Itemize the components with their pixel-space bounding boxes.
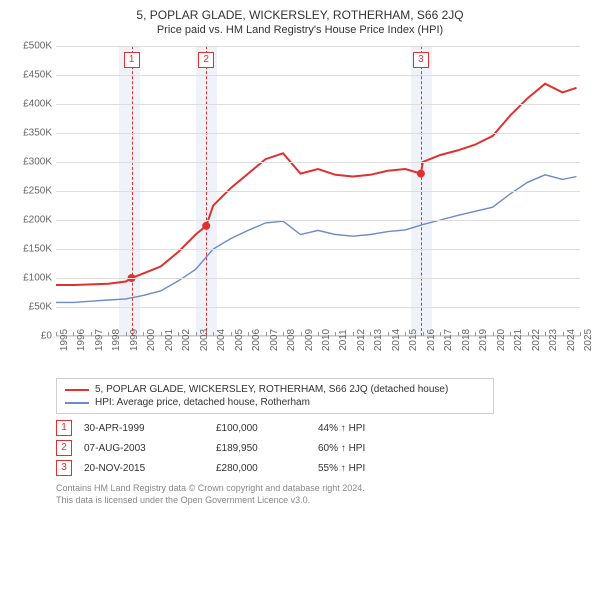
x-axis-label: 2009 [304, 329, 315, 351]
event-date: 20-NOV-2015 [84, 463, 204, 474]
footer-attribution: Contains HM Land Registry data © Crown c… [56, 482, 590, 506]
x-axis-label: 2011 [338, 329, 349, 351]
x-axis-label: 2016 [426, 329, 437, 351]
footer-line-1: Contains HM Land Registry data © Crown c… [56, 482, 590, 494]
y-axis-label: £500K [10, 41, 52, 52]
x-axis-label: 2017 [443, 329, 454, 351]
legend-label: 5, POPLAR GLADE, WICKERSLEY, ROTHERHAM, … [95, 384, 448, 395]
y-axis-label: £200K [10, 215, 52, 226]
y-axis-label: £400K [10, 99, 52, 110]
x-axis-label: 2005 [234, 329, 245, 351]
legend-label: HPI: Average price, detached house, Roth… [95, 397, 310, 408]
event-pct: 60% ↑ HPI [318, 443, 428, 454]
chart-area: £0 £50K £100K £150K £200K £250K £300K £350K £400… [10, 42, 590, 372]
legend-swatch [65, 402, 89, 404]
event-pct: 44% ↑ HPI [318, 423, 428, 434]
x-axis-label: 2003 [199, 329, 210, 351]
event-price: £100,000 [216, 423, 306, 434]
event-row-badge: 2 [56, 440, 72, 456]
y-axis-label: £50K [10, 302, 52, 313]
event-badge: 3 [413, 52, 429, 68]
x-axis-label: 2007 [269, 329, 280, 351]
x-axis-label: 2001 [164, 329, 175, 351]
y-axis-label: £0 [10, 331, 52, 342]
legend: 5, POPLAR GLADE, WICKERSLEY, ROTHERHAM, … [56, 378, 494, 414]
x-axis-label: 2008 [286, 329, 297, 351]
chart-subtitle: Price paid vs. HM Land Registry's House … [10, 24, 590, 36]
y-axis-label: £300K [10, 157, 52, 168]
event-row-badge: 3 [56, 460, 72, 476]
plot-region: 1 2 3 [56, 46, 580, 336]
y-axis-label: £100K [10, 273, 52, 284]
x-axis-label: 1998 [111, 329, 122, 351]
series-line-hpi [56, 175, 577, 303]
x-axis-label: 2014 [391, 329, 402, 351]
event-point [202, 222, 210, 230]
event-price: £280,000 [216, 463, 306, 474]
y-axis-label: £350K [10, 128, 52, 139]
x-axis-label: 1996 [76, 329, 87, 351]
x-axis-label: 2025 [583, 329, 594, 351]
x-axis-label: 2002 [181, 329, 192, 351]
x-axis-label: 2018 [461, 329, 472, 351]
x-axis-label: 1997 [94, 329, 105, 351]
x-axis-label: 2013 [373, 329, 384, 351]
x-axis: 1995199619971998199920002001200220032004… [56, 336, 580, 372]
event-row: 2 07-AUG-2003 £189,950 60% ↑ HPI [56, 438, 536, 458]
event-badge: 1 [124, 52, 140, 68]
x-axis-label: 2004 [216, 329, 227, 351]
event-row: 1 30-APR-1999 £100,000 44% ↑ HPI [56, 418, 536, 438]
x-axis-label: 2006 [251, 329, 262, 351]
x-axis-label: 2021 [513, 329, 524, 351]
y-axis-label: £450K [10, 70, 52, 81]
event-date: 07-AUG-2003 [84, 443, 204, 454]
x-axis-label: 2015 [408, 329, 419, 351]
event-row-badge: 1 [56, 420, 72, 436]
events-table: 1 30-APR-1999 £100,000 44% ↑ HPI 2 07-AUG-200… [56, 418, 536, 478]
x-axis-label: 2010 [321, 329, 332, 351]
event-row: 3 20-NOV-2015 £280,000 55% ↑ HPI [56, 458, 536, 478]
event-price: £189,950 [216, 443, 306, 454]
legend-item: 5, POPLAR GLADE, WICKERSLEY, ROTHERHAM, … [65, 383, 485, 396]
x-axis-label: 2022 [531, 329, 542, 351]
chart-title: 5, POPLAR GLADE, WICKERSLEY, ROTHERHAM, … [10, 8, 590, 22]
legend-swatch [65, 389, 89, 391]
series-line-price_paid [56, 84, 577, 285]
footer-line-2: This data is licensed under the Open Gov… [56, 494, 590, 506]
legend-item: HPI: Average price, detached house, Roth… [65, 396, 485, 409]
y-axis-label: £250K [10, 186, 52, 197]
event-badge: 2 [198, 52, 214, 68]
x-axis-label: 2000 [146, 329, 157, 351]
event-pct: 55% ↑ HPI [318, 463, 428, 474]
x-axis-label: 1999 [129, 329, 140, 351]
x-axis-label: 2019 [478, 329, 489, 351]
y-axis-label: £150K [10, 244, 52, 255]
x-axis-label: 2024 [566, 329, 577, 351]
x-axis-label: 1995 [59, 329, 70, 351]
event-point [417, 170, 425, 178]
x-axis-label: 2012 [356, 329, 367, 351]
event-date: 30-APR-1999 [84, 423, 204, 434]
x-axis-label: 2020 [496, 329, 507, 351]
x-axis-label: 2023 [548, 329, 559, 351]
